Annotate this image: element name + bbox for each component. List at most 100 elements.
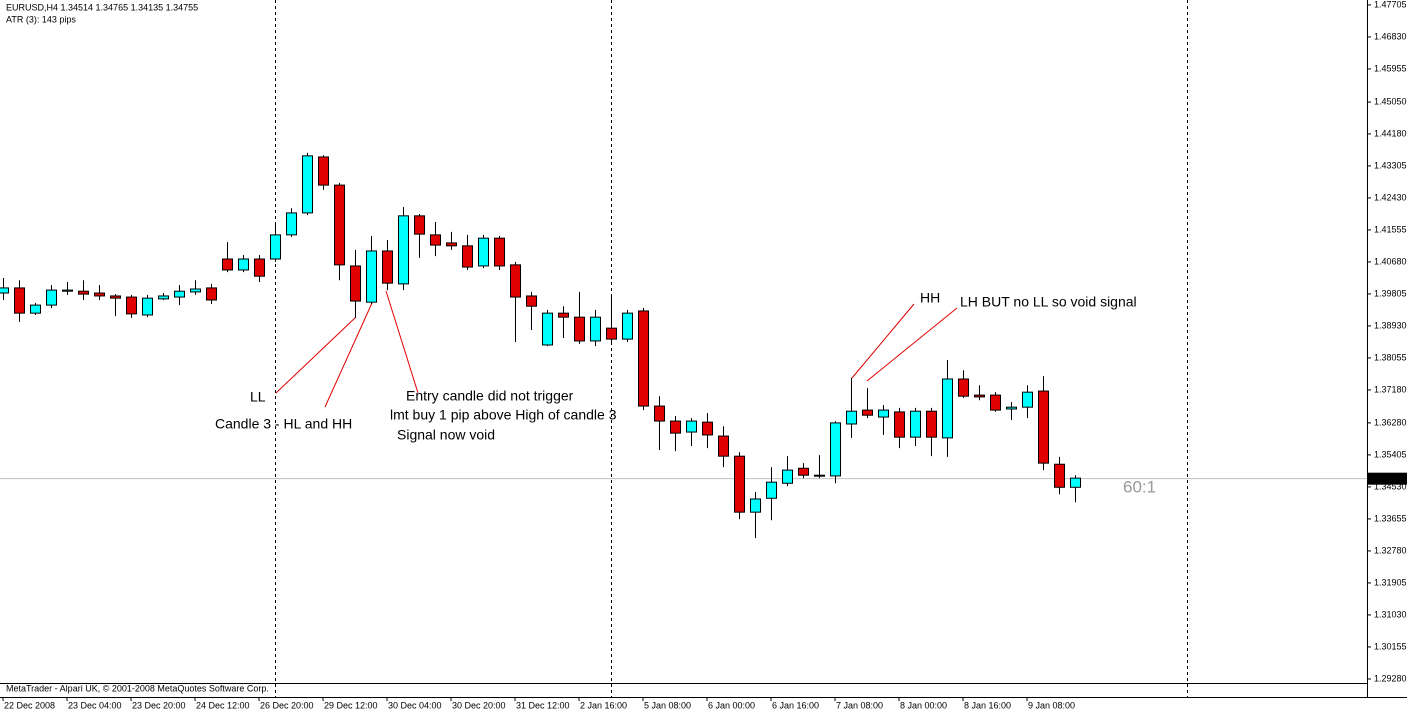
y-tick-label: 1.31030: [1374, 609, 1407, 619]
y-tick-label: 1.38055: [1374, 352, 1407, 362]
candle-body: [958, 378, 969, 397]
candle-body: [766, 481, 777, 499]
candle-body: [910, 410, 921, 438]
y-tick-label: 1.29280: [1374, 673, 1407, 683]
candle-body: [126, 296, 137, 315]
annotation-line: [866, 307, 958, 382]
y-tick-label: 1.45050: [1374, 96, 1407, 106]
candle-body: [254, 258, 265, 277]
candle-body: [286, 212, 297, 236]
candle-body: [270, 234, 281, 260]
x-tick-label: 30 Dec 20:00: [452, 700, 506, 710]
annotation-lines: [275, 290, 958, 408]
candle-body: [0, 287, 9, 294]
candle-body: [414, 215, 425, 235]
candle-body: [974, 394, 985, 398]
candle-body: [942, 378, 953, 439]
x-tick-label: 5 Jan 08:00: [644, 700, 691, 710]
y-tick-label: 1.34530: [1374, 481, 1407, 491]
y-tick-label: 1.43305: [1374, 160, 1407, 170]
annotation: lmt buy 1 pip above High of candle 3: [390, 407, 617, 423]
candle-body: [62, 289, 73, 292]
candle-body: [574, 316, 585, 342]
y-tick-label: 1.39805: [1374, 288, 1407, 298]
candle-body: [302, 155, 313, 214]
y-tick-label: 1.35405: [1374, 449, 1407, 459]
x-tick-label: 6 Jan 00:00: [708, 700, 755, 710]
x-tick-label: 2 Jan 16:00: [580, 700, 627, 710]
candle-body: [30, 304, 41, 314]
y-tick-label: 1.37180: [1374, 384, 1407, 394]
candle-body: [382, 250, 393, 284]
candle-body: [830, 422, 841, 477]
candle-body: [782, 469, 793, 484]
candle-body: [894, 411, 905, 438]
chart-title: EURUSD,H4 1.34514 1.34765 1.34135 1.3475…: [6, 2, 198, 12]
x-tick-label: 26 Dec 20:00: [260, 700, 314, 710]
candle-body: [94, 292, 105, 297]
x-tick-label: 29 Dec 12:00: [324, 700, 378, 710]
candle-body: [750, 498, 761, 513]
y-tick-label: 1.42430: [1374, 192, 1407, 202]
candle-body: [510, 264, 521, 298]
x-tick-label: 9 Jan 08:00: [1028, 700, 1075, 710]
annotation-line: [851, 303, 915, 379]
candle-body: [878, 409, 889, 418]
y-tick-label: 1.33655: [1374, 513, 1407, 523]
x-tick-label: 31 Dec 12:00: [516, 700, 570, 710]
y-tick-label: 1.47705: [1374, 0, 1407, 9]
candle-body: [158, 295, 169, 300]
footer: MetaTrader - Alpari UK, © 2001-2008 Meta…: [6, 683, 269, 693]
y-tick-label: 1.45955: [1374, 63, 1407, 73]
candle-body: [718, 435, 729, 457]
annotation: LL: [250, 389, 266, 405]
candle-body: [318, 156, 329, 186]
candle-body: [862, 409, 873, 416]
x-tick-label: 24 Dec 12:00: [196, 700, 250, 710]
candle-body: [446, 242, 457, 247]
y-tick-label: 1.40680: [1374, 256, 1407, 266]
candle-body: [526, 295, 537, 307]
x-tick-label: 23 Dec 04:00: [68, 700, 122, 710]
candle-body: [430, 234, 441, 246]
x-tick-label: 8 Jan 00:00: [900, 700, 947, 710]
y-tick-label: 1.44180: [1374, 128, 1407, 138]
y-tick-label: 1.36280: [1374, 417, 1407, 427]
candle-body: [606, 327, 617, 340]
annotation-line: [275, 316, 357, 394]
candle-body: [1022, 391, 1033, 408]
candle-body: [462, 245, 473, 268]
candle-body: [78, 290, 89, 295]
y-tick-label: 1.41555: [1374, 224, 1407, 234]
candle-body: [190, 288, 201, 293]
bid-label-box: [1368, 472, 1407, 485]
candle-body: [222, 258, 233, 271]
candle-body: [558, 312, 569, 318]
candle-body: [1070, 477, 1081, 488]
x-tick-label: 22 Dec 2008: [4, 700, 55, 710]
x-tick-label: 6 Jan 16:00: [772, 700, 819, 710]
candle-body: [110, 295, 121, 299]
candle-body: [350, 265, 361, 302]
bid-label: 1.34755: [1371, 473, 1404, 483]
annotation: Entry candle did not trigger: [406, 388, 574, 404]
y-tick-label: 1.38930: [1374, 320, 1407, 330]
candle-body: [334, 184, 345, 266]
candle-body: [206, 287, 217, 301]
candle-body: [142, 297, 153, 316]
y-tick-label: 1.31905: [1374, 577, 1407, 587]
candle-body: [622, 312, 633, 340]
candle-body: [654, 405, 665, 422]
candle-body: [814, 474, 825, 477]
annotation-line: [324, 302, 373, 408]
watermark: 60:1: [1123, 477, 1156, 496]
candle-body: [638, 310, 649, 407]
x-tick-label: 7 Jan 08:00: [836, 700, 883, 710]
x-tick-label: 8 Jan 16:00: [964, 700, 1011, 710]
y-tick-label: 1.46830: [1374, 31, 1407, 41]
candle-body: [1054, 463, 1065, 488]
candle-body: [590, 316, 601, 342]
chart-subtitle: ATR (3): 143 pips: [6, 14, 76, 24]
